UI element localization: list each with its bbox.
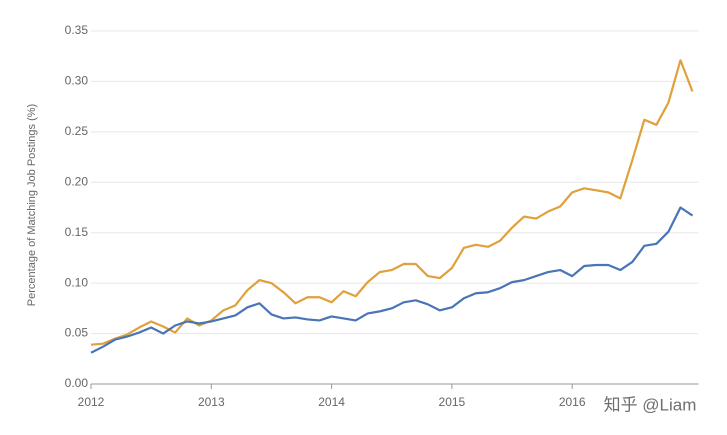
y-tick-label: 0.10 [65, 275, 89, 289]
y-tick-label: 0.25 [65, 124, 89, 138]
y-tick-label: 0.35 [65, 23, 89, 37]
y-tick-label: 0.00 [65, 376, 89, 390]
y-tick-label: 0.30 [65, 74, 89, 88]
watermark: 知乎 @Liam [604, 395, 697, 414]
y-tick-label: 0.20 [65, 174, 89, 188]
x-tick-label: 2016 [559, 395, 586, 409]
x-tick-label: 2015 [439, 395, 466, 409]
y-tick-label: 0.05 [65, 326, 89, 340]
x-tick-label: 2014 [318, 395, 345, 409]
x-tick-label: 2013 [198, 395, 225, 409]
series-line [90, 59, 694, 346]
y-axis-label: Percentage of Matching Job Postings (%) [26, 104, 38, 306]
x-tick-label: 2012 [78, 395, 105, 409]
series-line [90, 206, 694, 354]
y-tick-label: 0.15 [65, 225, 89, 239]
